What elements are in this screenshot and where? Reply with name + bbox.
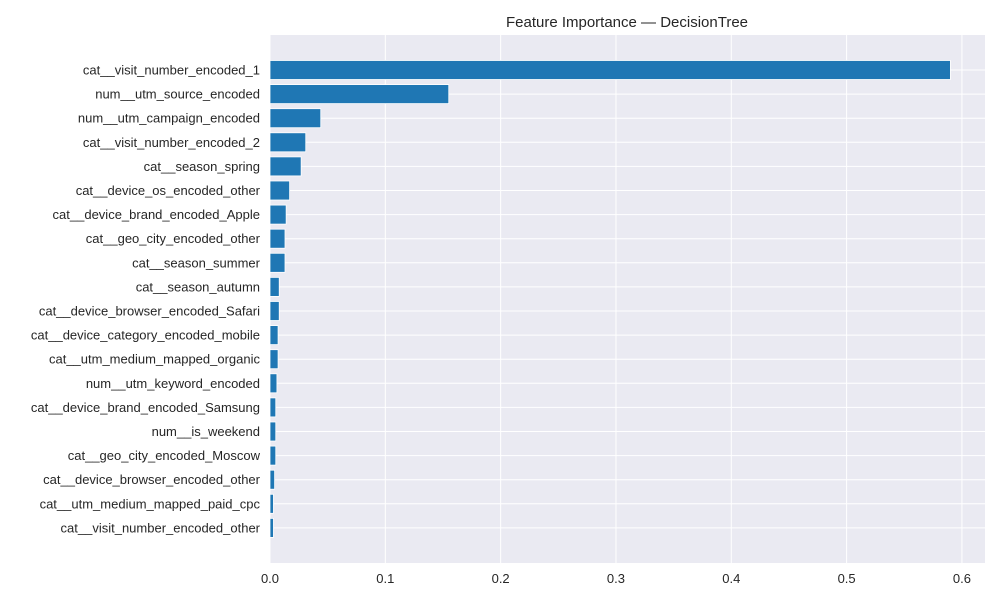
bar (269, 469, 276, 490)
category-label: num__is_weekend (152, 424, 260, 439)
category-label: cat__season_spring (144, 159, 260, 174)
category-label: cat__geo_city_encoded_other (86, 231, 261, 246)
category-label: cat__device_brand_encoded_Apple (53, 207, 260, 222)
x-tick-label: 0.6 (953, 571, 971, 586)
bar (269, 132, 307, 153)
category-label: cat__device_browser_encoded_other (43, 472, 260, 487)
plot-background (270, 35, 985, 563)
x-tick-label: 0.1 (376, 571, 394, 586)
x-tick-label: 0.0 (261, 571, 279, 586)
category-label: cat__device_browser_encoded_Safari (39, 304, 260, 319)
x-tick-label: 0.4 (722, 571, 740, 586)
category-label: cat__device_brand_encoded_Samsung (31, 400, 260, 415)
category-label: cat__device_os_encoded_other (76, 183, 261, 198)
category-label: cat__utm_medium_mapped_organic (49, 352, 261, 367)
bar (269, 518, 274, 538)
bar (269, 252, 286, 273)
bar (269, 445, 277, 466)
category-label: cat__visit_number_encoded_other (61, 520, 261, 535)
bar (269, 84, 450, 104)
bar (269, 180, 291, 201)
bar (269, 156, 302, 177)
category-label: cat__utm_medium_mapped_paid_cpc (40, 496, 261, 511)
bar (269, 493, 274, 514)
bar (269, 421, 277, 442)
category-labels: cat__visit_number_encoded_1 num__utm_sour… (31, 63, 261, 536)
x-tick-label: 0.3 (607, 571, 625, 586)
bar (269, 228, 286, 249)
category-label: num__utm_source_encoded (95, 87, 260, 102)
bar (269, 108, 322, 129)
chart-title: Feature Importance — DecisionTree (506, 14, 748, 31)
bar (269, 60, 951, 80)
x-tick-labels: 0.0 0.1 0.2 0.3 0.4 0.5 0.6 (261, 571, 971, 586)
bars (269, 60, 951, 538)
category-label: cat__geo_city_encoded_Moscow (68, 448, 261, 463)
category-label: num__utm_keyword_encoded (86, 376, 260, 391)
category-label: cat__season_autumn (136, 279, 260, 294)
bar (269, 397, 277, 418)
category-label: cat__visit_number_encoded_1 (83, 63, 260, 78)
category-label: cat__season_summer (132, 255, 261, 270)
category-label: cat__device_category_encoded_mobile (31, 328, 260, 343)
bar (269, 276, 280, 297)
category-label: cat__visit_number_encoded_2 (83, 135, 260, 150)
bar (269, 301, 280, 321)
bar (269, 325, 279, 346)
bar (269, 373, 278, 394)
x-tick-label: 0.5 (838, 571, 856, 586)
bar (269, 204, 287, 225)
x-tick-label: 0.2 (492, 571, 510, 586)
bar (269, 349, 279, 370)
category-label: num__utm_campaign_encoded (78, 111, 260, 126)
grid-lines (269, 35, 985, 563)
